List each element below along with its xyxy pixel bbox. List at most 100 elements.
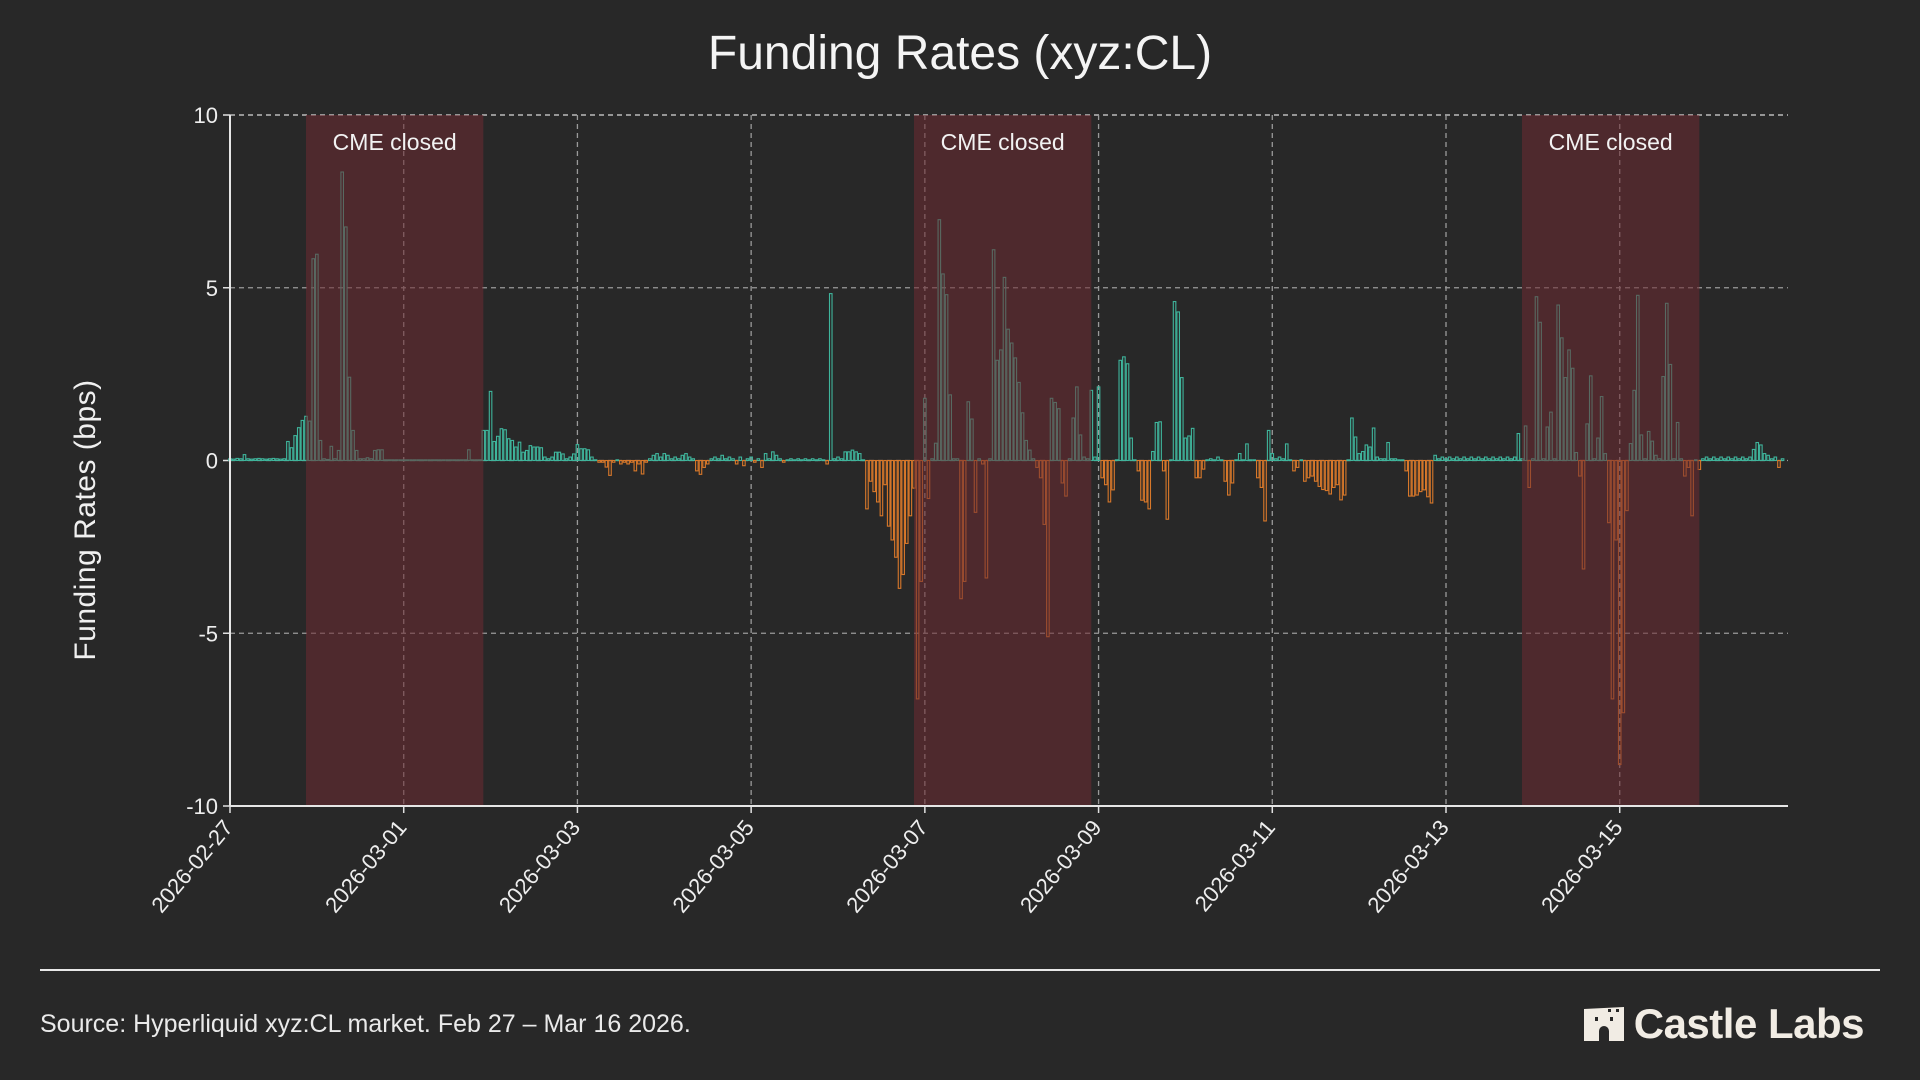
bar-negative (1415, 459, 1419, 496)
bar-negative (1339, 459, 1343, 501)
bar-negative (597, 459, 601, 463)
bar-positive (1393, 458, 1398, 462)
bar-positive (246, 458, 250, 462)
bar-positive (655, 453, 659, 462)
bar-positive (492, 440, 497, 462)
x-tick-label: 2026-03-03 (494, 815, 585, 917)
bar-positive (1397, 459, 1401, 462)
bar-negative (1331, 459, 1336, 489)
bar-negative (890, 459, 895, 541)
bar-positive (1748, 456, 1752, 462)
bar-positive (662, 453, 667, 462)
bar-negative (908, 459, 913, 517)
bar-positive (1505, 456, 1510, 462)
bar-positive (1190, 427, 1195, 462)
bar-positive (485, 429, 489, 462)
bar-positive (658, 456, 663, 462)
bar-positive (1125, 363, 1130, 462)
bar-negative (1227, 459, 1231, 496)
bar-positive (676, 458, 681, 462)
bar-positive (1179, 377, 1184, 462)
bar-negative (604, 459, 609, 468)
bar-negative (1321, 459, 1325, 491)
bar-negative (734, 459, 739, 465)
bar-positive (231, 458, 236, 462)
bar-positive (1487, 458, 1492, 462)
bar-positive (861, 459, 866, 462)
bar-positive (1483, 456, 1488, 462)
bar-positive (1183, 437, 1188, 462)
bar-positive (1444, 458, 1448, 462)
bar-positive (235, 457, 240, 462)
bar-negative (886, 459, 891, 527)
bar-negative (872, 459, 876, 493)
bar-positive (1281, 458, 1285, 462)
bar-positive (582, 448, 587, 462)
bar-negative (1201, 459, 1206, 470)
bar-positive (1237, 453, 1242, 462)
bar-positive (1719, 456, 1723, 462)
bar-negative (644, 459, 648, 463)
bar-positive (1455, 456, 1459, 462)
bar-negative (1103, 459, 1108, 486)
bar-positive (767, 458, 772, 462)
bar-positive (1400, 459, 1405, 462)
bar-positive (539, 447, 544, 462)
bar-positive (1730, 458, 1734, 462)
bar-negative (1140, 459, 1144, 501)
bar-positive (286, 440, 290, 462)
bar-positive (1274, 458, 1278, 462)
y-tick-label: 0 (206, 449, 218, 474)
bar-positive (738, 456, 743, 462)
bar-positive (1172, 301, 1177, 462)
bar-positive (1252, 459, 1257, 462)
bar-negative (611, 459, 616, 463)
bar-positive (1096, 386, 1101, 462)
bar-negative (897, 459, 902, 589)
x-tick-label: 2026-03-13 (1362, 815, 1453, 917)
bar-negative (629, 459, 634, 463)
bar-positive (1480, 458, 1485, 462)
bar-positive (1469, 456, 1474, 462)
bar-positive (1288, 459, 1293, 462)
bar-positive (1494, 458, 1499, 462)
bar-positive (1169, 459, 1173, 462)
bar-positive (691, 458, 696, 462)
bar-positive (796, 458, 800, 462)
bar-negative (883, 459, 887, 486)
x-tick-label: 2026-03-01 (320, 815, 411, 917)
bar-positive (727, 456, 732, 462)
bar-positive (503, 429, 507, 462)
bar-positive (832, 458, 837, 462)
bar-negative (633, 459, 638, 472)
chart-title: Funding Rates (xyz:CL) (707, 27, 1213, 80)
bar-negative (1313, 459, 1318, 482)
bar-positive (1462, 456, 1466, 462)
bar-positive (1284, 443, 1289, 462)
bar-negative (1136, 459, 1141, 472)
bar-negative (1324, 459, 1329, 492)
bar-negative (702, 459, 706, 468)
x-tick-label: 2026-03-11 (1190, 815, 1280, 916)
bar-positive (1379, 458, 1383, 462)
bar-positive (1382, 458, 1387, 462)
logo-text: Castle Labs (1633, 1000, 1865, 1047)
bar-negative (1777, 459, 1781, 468)
bar-negative (1198, 459, 1202, 479)
bar-positive (275, 458, 279, 462)
bar-positive (553, 451, 558, 462)
bar-positive (799, 459, 804, 462)
bar-positive (579, 448, 583, 462)
bar-positive (854, 451, 858, 462)
bar-positive (850, 449, 855, 462)
bar-negative (626, 459, 630, 465)
bar-positive (564, 458, 569, 462)
bar-positive (575, 444, 580, 462)
bar-positive (1502, 458, 1506, 462)
bar-negative (752, 459, 757, 463)
bar-negative (879, 459, 884, 517)
bar-positive (1114, 459, 1119, 462)
bar-positive (499, 428, 504, 462)
bar-positive (1299, 459, 1304, 462)
bar-positive (1360, 450, 1365, 462)
